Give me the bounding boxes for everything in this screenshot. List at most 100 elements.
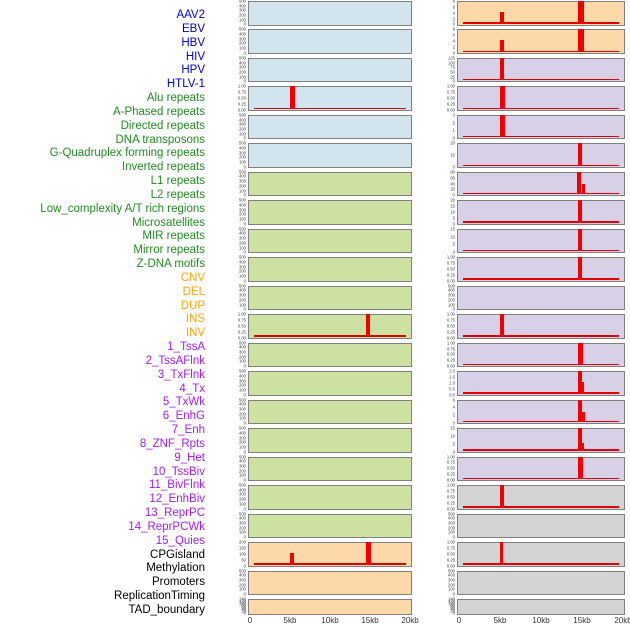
y-tick-label: 0 bbox=[243, 135, 246, 141]
track-label-3-txflnk: 3_TxFlnk bbox=[157, 368, 205, 381]
y-tick-label: 1.00 bbox=[446, 539, 455, 545]
y-tick-label: 300 bbox=[239, 207, 246, 213]
y-tick-label: 0 bbox=[243, 610, 246, 616]
y-tick-label: 2.0 bbox=[449, 368, 455, 374]
y-tick-label: 1.5 bbox=[449, 374, 455, 380]
signal-baseline bbox=[463, 79, 619, 81]
y-tick-label: 50 bbox=[450, 69, 455, 75]
y-tick-label: 0.25 bbox=[237, 329, 246, 335]
track-label-mir-repeats: MIR repeats bbox=[142, 230, 205, 243]
track-panel-8-znf-rpts bbox=[457, 257, 625, 282]
signal-baseline bbox=[463, 221, 619, 223]
y-tick-label: 200 bbox=[239, 354, 246, 360]
y-tick-label: 500 bbox=[448, 511, 455, 517]
x-axis-label: 10kb bbox=[532, 616, 550, 625]
y-tick-label: 0 bbox=[243, 563, 246, 569]
y-tick-label: 1.0 bbox=[449, 380, 455, 386]
y-tick-label: 100 bbox=[239, 501, 246, 507]
y-tick-label: 100 bbox=[239, 600, 246, 606]
track-panel-a-phased-repeats bbox=[248, 200, 412, 225]
y-tick-label: 100 bbox=[239, 17, 246, 23]
y-tick-label: 8 bbox=[452, 0, 455, 4]
track-panel-l2-repeats bbox=[248, 371, 412, 396]
y-tick-label: 300 bbox=[239, 406, 246, 412]
y-tick-label: 0.00 bbox=[446, 506, 455, 512]
y-tick-label: 0.00 bbox=[446, 107, 455, 113]
y-tick-label: 100 bbox=[239, 358, 246, 364]
track-panel-2-tssaflnk bbox=[457, 86, 625, 111]
y-tick-label: 100 bbox=[239, 302, 246, 307]
y-tick-label: 200 bbox=[448, 297, 455, 303]
y-tick-label: 0 bbox=[243, 306, 246, 312]
y-tick-label: 400 bbox=[239, 31, 246, 37]
y-tick-label: 500 bbox=[239, 55, 246, 61]
y-tick-label: 0.75 bbox=[446, 260, 455, 266]
y-tick-label: 0 bbox=[452, 221, 455, 227]
track-label-microsatellites: Microsatellites bbox=[132, 216, 205, 229]
track-label-aav2: AAV2 bbox=[176, 9, 205, 21]
track-label-4-tx: 4_Tx bbox=[179, 382, 205, 395]
signal-baseline bbox=[463, 22, 619, 24]
y-tick-label: 200 bbox=[239, 211, 246, 217]
y-tick-label: 300 bbox=[239, 577, 246, 583]
track-panel-z-dna-motifs bbox=[248, 513, 412, 539]
y-tick-label: 15 bbox=[450, 226, 455, 232]
y-tick-label: 60 bbox=[450, 604, 455, 610]
y-tick-label: 300 bbox=[448, 577, 455, 583]
x-axis-label: 20kb bbox=[401, 616, 419, 625]
y-tick-label: 8 bbox=[452, 26, 455, 32]
y-tick-label: 1.00 bbox=[446, 83, 455, 89]
y-tick-label: 300 bbox=[448, 520, 455, 526]
y-tick-label: 400 bbox=[239, 401, 246, 407]
track-panel-del bbox=[248, 570, 412, 596]
track-label-replicationtiming: ReplicationTiming bbox=[114, 590, 205, 603]
y-tick-label: 500 bbox=[239, 0, 246, 4]
y-tick-label: 500 bbox=[239, 140, 246, 146]
y-tick-label: 200 bbox=[239, 297, 246, 303]
y-tick-label: 300 bbox=[239, 491, 246, 497]
x-axis-label: 5kb bbox=[283, 616, 297, 625]
y-tick-label: 0.25 bbox=[237, 101, 246, 107]
y-tick-label: 0 bbox=[452, 610, 455, 616]
x-axis-label: 5kb bbox=[493, 616, 507, 625]
y-tick-label: 0 bbox=[243, 420, 246, 426]
y-tick-label: 0 bbox=[452, 449, 455, 455]
y-tick-label: 500 bbox=[239, 568, 246, 573]
track-panel-11-bivflnk bbox=[457, 342, 625, 368]
y-tick-label: 200 bbox=[239, 69, 246, 75]
y-tick-label: 0.75 bbox=[446, 317, 455, 323]
y-tick-label: 3 bbox=[452, 112, 455, 118]
y-tick-label: 400 bbox=[239, 515, 246, 521]
y-tick-label: 500 bbox=[239, 368, 246, 374]
track-panel-g-quadruplex-forming-repeats bbox=[248, 285, 412, 311]
y-tick-label: 300 bbox=[239, 378, 246, 384]
x-axis-label: 0 bbox=[247, 616, 253, 625]
y-tick-label: 25 bbox=[450, 74, 455, 80]
y-tick-label: 300 bbox=[239, 520, 246, 526]
y-tick-label: 0.25 bbox=[446, 357, 455, 363]
x-axis-label: 15kb bbox=[573, 616, 591, 625]
track-panel-directed-repeats bbox=[248, 228, 412, 254]
y-tick-label: 150 bbox=[239, 545, 246, 551]
track-panel-ebv bbox=[248, 29, 412, 54]
track-panel-hpv bbox=[248, 114, 412, 140]
y-tick-label: 100 bbox=[239, 586, 246, 592]
y-tick-label: 2 bbox=[452, 412, 455, 418]
y-tick-label: 0.00 bbox=[446, 363, 455, 369]
track-label-ins: INS bbox=[185, 313, 205, 326]
y-tick-label: 0 bbox=[243, 591, 246, 597]
signal-baseline bbox=[463, 107, 619, 109]
y-tick-label: 200 bbox=[239, 40, 246, 46]
signal-spike bbox=[578, 29, 585, 52]
track-label-mirror-repeats: Mirror repeats bbox=[133, 244, 205, 257]
signal-spike bbox=[577, 371, 582, 394]
y-tick-label: 100 bbox=[239, 529, 246, 535]
signal-spike bbox=[577, 399, 582, 423]
y-tick-label: 100 bbox=[448, 60, 455, 66]
y-tick-label: 6 bbox=[452, 4, 455, 10]
y-tick-label: 200 bbox=[239, 582, 246, 588]
track-panel-inverted-repeats bbox=[248, 314, 412, 339]
y-tick-label: 5 bbox=[452, 441, 455, 447]
y-tick-label: 0.50 bbox=[446, 494, 455, 500]
y-tick-label: 200 bbox=[239, 154, 246, 160]
